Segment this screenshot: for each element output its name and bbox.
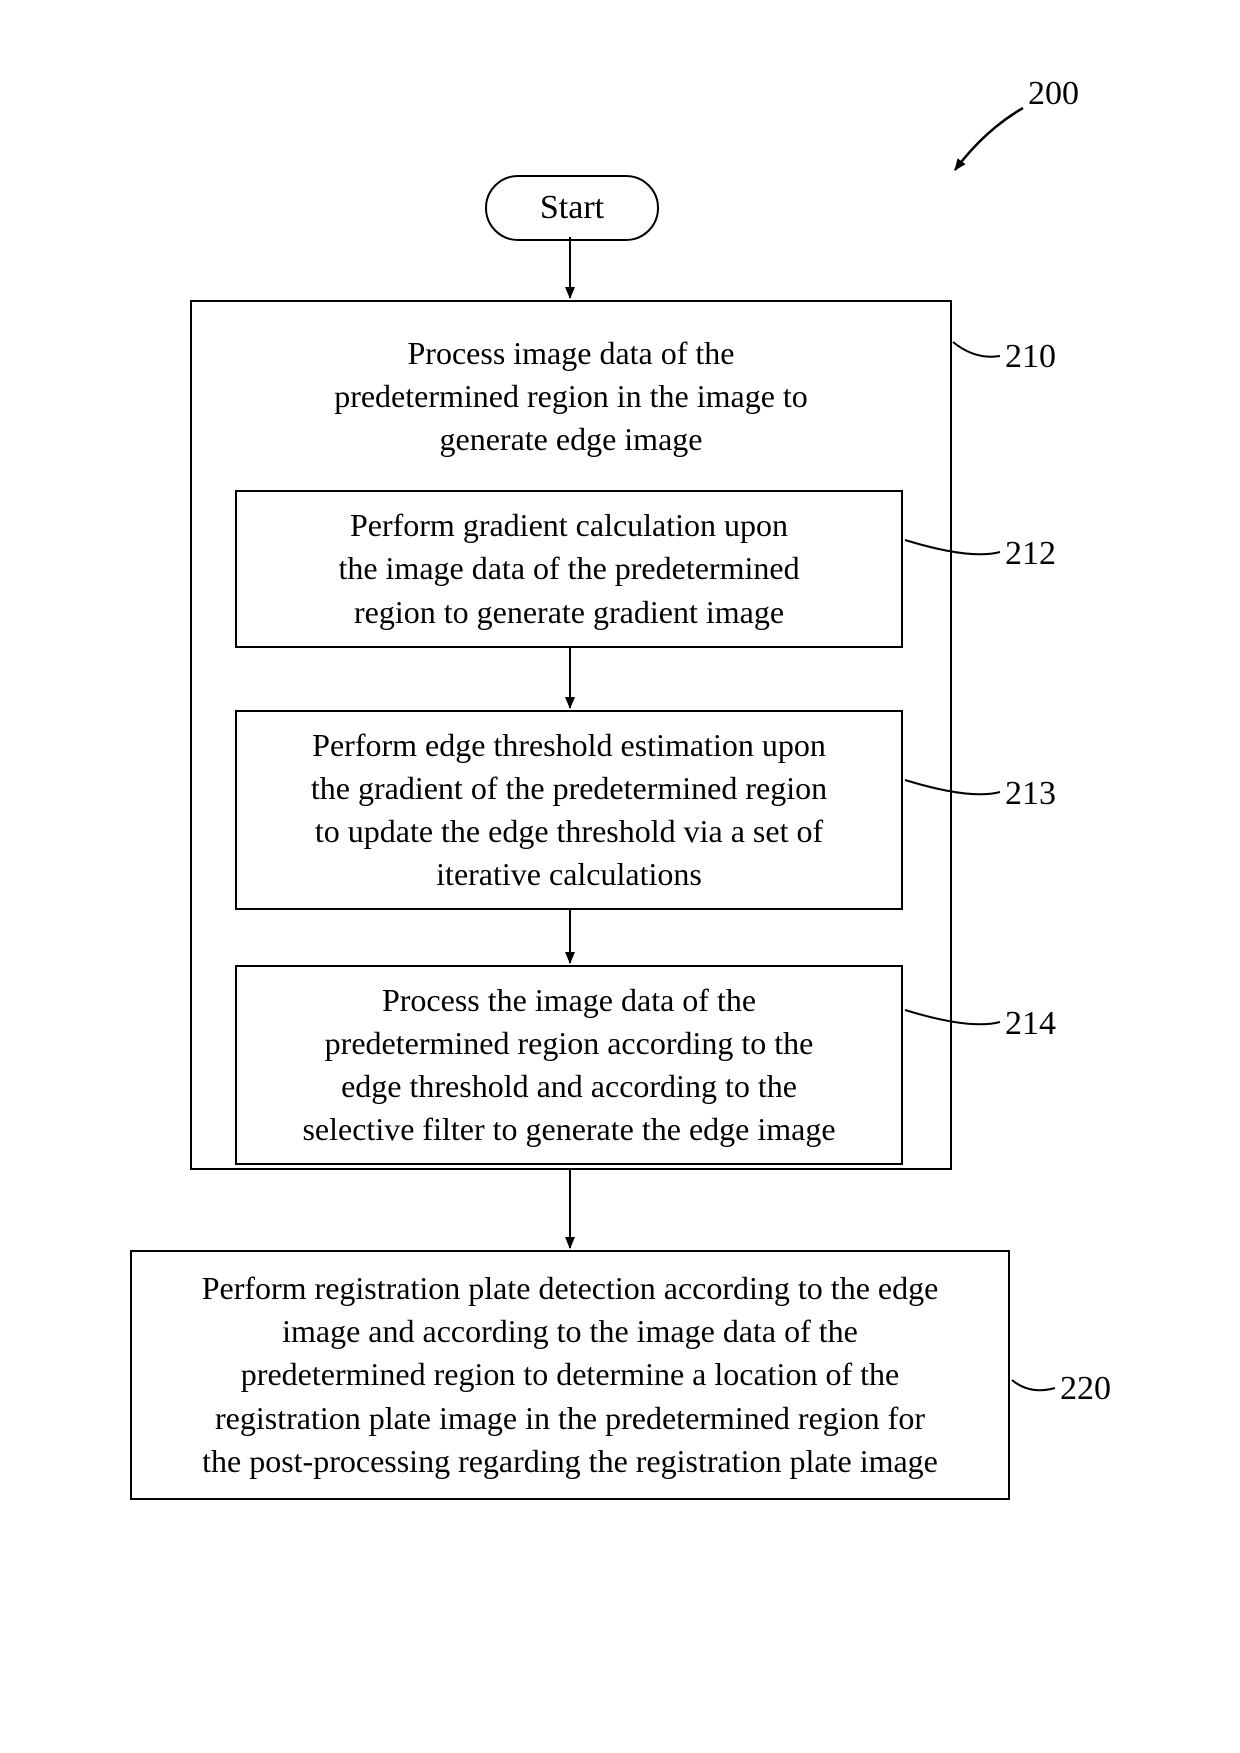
step-210-title: Process image data of the predetermined … [192, 302, 950, 462]
start-node: Start [485, 175, 659, 241]
step-214: Process the image data of the predetermi… [235, 965, 903, 1165]
step-213: Perform edge threshold estimation upon t… [235, 710, 903, 910]
step-212-text: Perform gradient calculation upon the im… [326, 504, 811, 634]
ref-214: 214 [1005, 1005, 1056, 1043]
ref-212: 212 [1005, 535, 1056, 573]
step-214-text: Process the image data of the predetermi… [290, 979, 847, 1152]
start-label: Start [528, 185, 616, 231]
step-212: Perform gradient calculation upon the im… [235, 490, 903, 648]
step-213-text: Perform edge threshold estimation upon t… [299, 724, 839, 897]
ref-213: 213 [1005, 775, 1056, 813]
ref-200: 200 [1028, 75, 1079, 113]
step-220-text: Perform registration plate detection acc… [190, 1267, 951, 1483]
flowchart-canvas: Start Process image data of the predeter… [0, 0, 1240, 1753]
ref-220: 220 [1060, 1370, 1111, 1408]
step-220: Perform registration plate detection acc… [130, 1250, 1010, 1500]
ref-210: 210 [1005, 338, 1056, 376]
